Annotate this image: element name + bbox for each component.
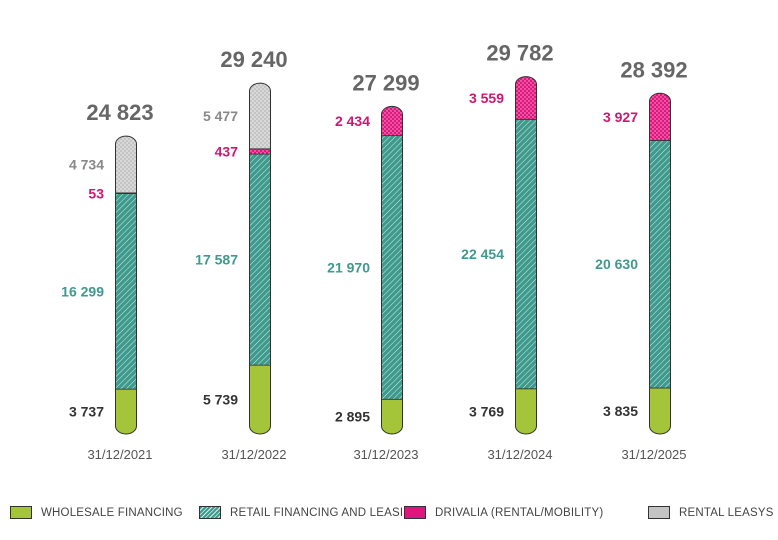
- data-label-drivalia: 2 434: [335, 113, 370, 129]
- data-label-drivalia: 53: [88, 185, 104, 201]
- bar-outline: [249, 82, 271, 435]
- legend-item-leasys: RENTAL LEASYS: [648, 506, 774, 519]
- data-label-wholesale: 3 835: [603, 403, 638, 419]
- data-label-retail: 21 970: [327, 259, 370, 275]
- bar-segment-wholesale: [381, 398, 403, 435]
- bar-outline: [115, 135, 137, 435]
- data-label-leasys: 4 734: [69, 157, 104, 173]
- data-label-drivalia: 3 927: [603, 109, 638, 125]
- bar-outline: [649, 92, 671, 435]
- legend-swatch-retail: [199, 506, 221, 519]
- data-label-retail: 16 299: [61, 283, 104, 299]
- bar-outline: [515, 76, 537, 435]
- bar-segment-wholesale: [115, 388, 137, 434]
- data-label-drivalia: 437: [215, 143, 239, 159]
- bar-segment-drivalia: [249, 148, 271, 155]
- data-label-wholesale: 5 739: [203, 392, 238, 408]
- data-label-retail: 20 630: [595, 256, 638, 272]
- bar-segment-drivalia: [649, 93, 671, 141]
- data-label-leasys: 5 477: [203, 108, 238, 124]
- data-label-wholesale: 3 769: [469, 403, 504, 419]
- bar-group-1: [115, 136, 137, 434]
- bar-group-5: [649, 93, 671, 435]
- data-label-drivalia: 3 559: [469, 90, 504, 106]
- data-label-wholesale: 2 895: [335, 409, 370, 425]
- x-tick-label: 31/12/2022: [221, 447, 286, 462]
- legend-item-drivalia: DRIVALIA (RENTAL/MOBILITY): [404, 506, 603, 519]
- legend-label-wholesale: WHOLESALE FINANCING: [41, 506, 183, 519]
- bar-group-4: [515, 76, 537, 434]
- total-label: 24 823: [86, 100, 153, 125]
- bar-segment-retail: [115, 193, 137, 390]
- x-tick-label: 31/12/2023: [353, 447, 418, 462]
- bar-segment-leasys: [115, 136, 137, 194]
- total-label: 27 299: [352, 70, 419, 95]
- x-tick-label: 31/12/2024: [487, 447, 552, 462]
- data-label-wholesale: 3 737: [69, 404, 104, 420]
- total-label: 29 240: [220, 47, 287, 72]
- bar-segment-retail: [249, 153, 271, 366]
- legend-label-retail: RETAIL FINANCING AND LEASING: [230, 506, 421, 519]
- bar-segment-retail: [515, 118, 537, 390]
- legend-swatch-wholesale: [10, 506, 32, 519]
- bar-group-2: [249, 83, 271, 435]
- total-label: 28 392: [620, 57, 687, 82]
- legend-label-leasys: RENTAL LEASYS: [679, 506, 774, 519]
- data-label-retail: 22 454: [461, 246, 504, 262]
- legend: WHOLESALE FINANCING RETAIL FINANCING AND…: [0, 500, 778, 530]
- legend-item-retail: RETAIL FINANCING AND LEASING: [199, 506, 421, 519]
- legend-label-drivalia: DRIVALIA (RENTAL/MOBILITY): [435, 506, 604, 519]
- bar-segment-retail: [381, 135, 403, 400]
- bar-segment-wholesale: [649, 387, 671, 435]
- x-tick-label: 31/12/2021: [87, 447, 152, 462]
- x-tick-label: 31/12/2025: [621, 447, 686, 462]
- bar-segment-retail: [649, 140, 671, 389]
- bar-outline: [381, 105, 403, 435]
- legend-item-wholesale: WHOLESALE FINANCING: [10, 506, 183, 519]
- bar-segment-drivalia: [515, 76, 537, 120]
- legend-swatch-drivalia: [404, 506, 426, 519]
- total-label: 29 782: [486, 41, 553, 66]
- bar-segment-wholesale: [515, 388, 537, 434]
- bar-group-3: [381, 106, 403, 435]
- bar-segment-wholesale: [249, 364, 271, 435]
- legend-swatch-leasys: [648, 506, 670, 519]
- bar-segment-drivalia: [381, 106, 403, 137]
- data-label-retail: 17 587: [195, 252, 238, 268]
- bar-segment-leasys: [249, 83, 271, 150]
